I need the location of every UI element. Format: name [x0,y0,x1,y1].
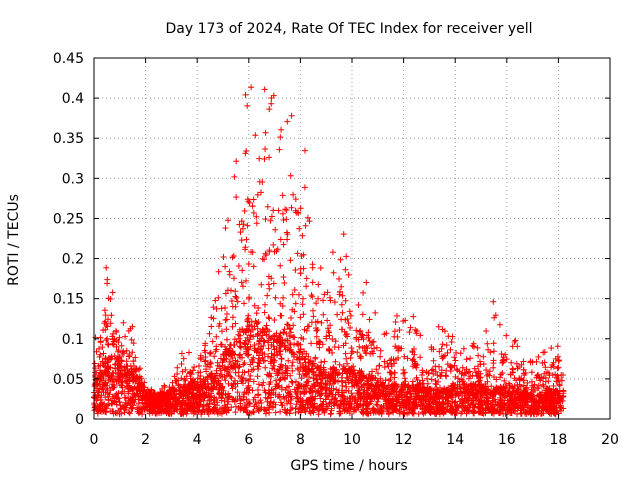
x-tick-label: 18 [549,432,567,448]
y-tick-label: 0.45 [53,51,84,67]
y-tick-labels: 0 0.05 0.1 0.15 0.2 0.25 0.3 0.35 0.4 0.45 [53,51,84,428]
x-tick-label: 20 [601,432,619,448]
y-tick-label: 0.25 [53,211,84,227]
data-points [91,84,567,418]
y-tick-label: 0.35 [53,131,84,147]
y-tick-label: 0.4 [62,91,84,107]
roti-points [91,84,567,418]
chart-title: Day 173 of 2024, Rate Of TEC Index for r… [165,21,532,37]
y-tick-label: 0.1 [62,332,84,348]
x-tick-label: 12 [395,432,413,448]
y-tick-label: 0.15 [53,292,84,308]
y-tick-label: 0.2 [62,252,84,268]
x-tick-label: 14 [446,432,464,448]
x-tick-label: 16 [498,432,516,448]
x-tick-label: 0 [90,432,99,448]
x-tick-label: 10 [343,432,361,448]
x-tick-labels: 0 2 4 6 8 10 12 14 16 18 20 [90,432,619,448]
y-axis-title: ROTI / TECUs [6,194,22,286]
y-tick-label: 0.3 [62,171,84,187]
x-tick-label: 4 [193,432,202,448]
x-tick-label: 8 [296,432,305,448]
x-tick-label: 6 [244,432,253,448]
y-tick-label: 0.05 [53,372,84,388]
y-tick-label: 0 [75,412,84,428]
axis-ticks [93,57,611,420]
x-axis-title: GPS time / hours [290,458,407,474]
x-tick-label: 2 [141,432,150,448]
